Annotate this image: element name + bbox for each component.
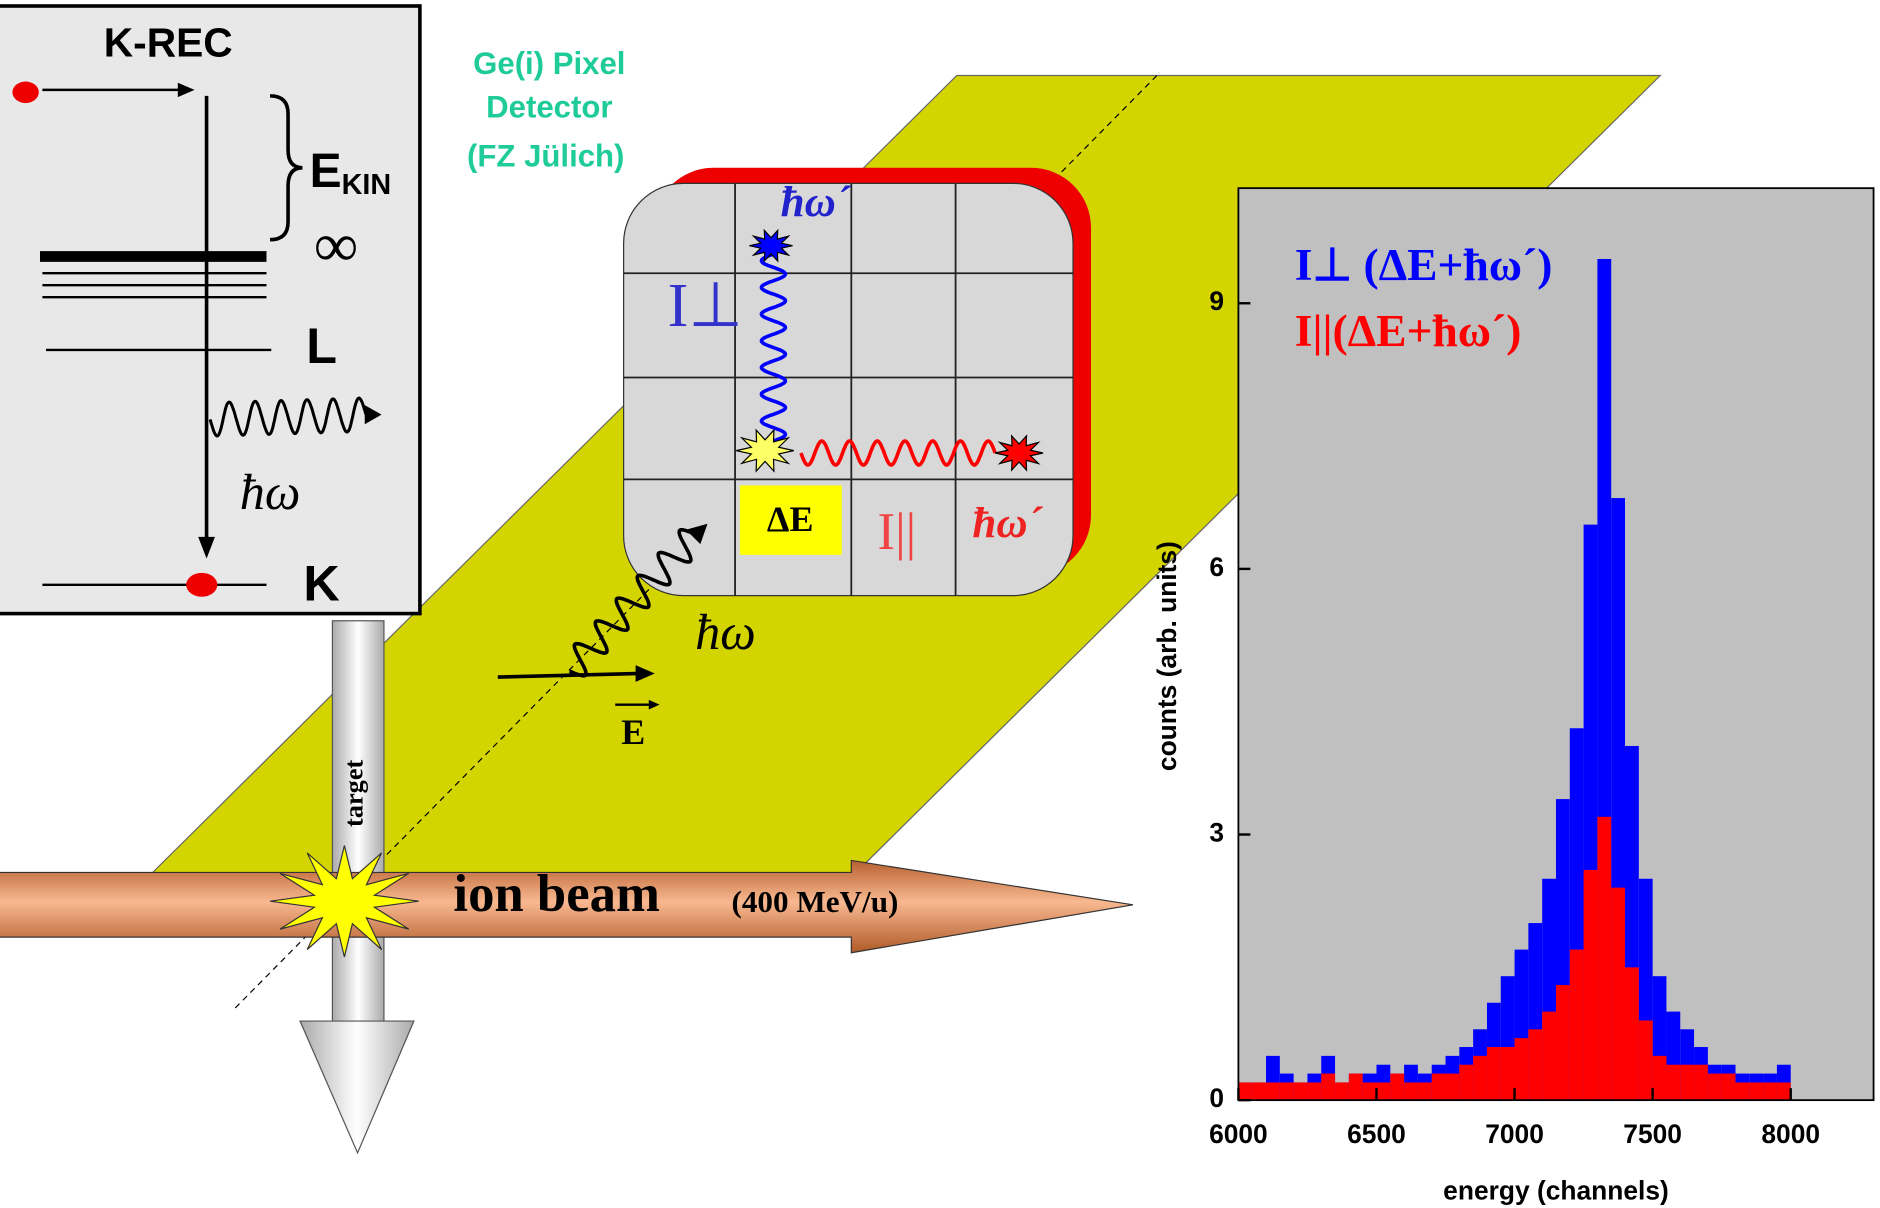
histogram-bar: [1432, 1074, 1446, 1101]
histogram-bar: [1321, 1074, 1335, 1101]
beam-label: ion beam: [453, 865, 660, 923]
detector-label: (FZ Jülich): [467, 138, 624, 173]
ekin-sub: KIN: [342, 168, 392, 200]
k-rec-box: K-REC EKIN ∞ L ħω K: [0, 6, 420, 614]
photon-par: ħω´: [972, 500, 1043, 547]
beam-energy: (400 MeV/u): [731, 884, 898, 919]
histogram-bar: [1625, 967, 1639, 1100]
histogram-bar: [1749, 1082, 1763, 1100]
histogram-bar: [1528, 1029, 1542, 1100]
histogram-bar: [1266, 1082, 1280, 1100]
histogram-bar: [1459, 1065, 1473, 1100]
photon-label: ħω: [240, 464, 301, 520]
k-level: K: [303, 555, 339, 612]
detector-label: Ge(i) Pixel: [473, 46, 625, 81]
histogram-bar: [1418, 1082, 1432, 1100]
histogram-bar: [1680, 1065, 1694, 1100]
histogram-bar: [1349, 1074, 1363, 1101]
histogram-bar: [1238, 1082, 1252, 1100]
target-label: target: [339, 759, 368, 827]
histogram-bar: [1390, 1074, 1404, 1101]
histogram-bar: [1708, 1074, 1722, 1101]
i-perp: I⊥: [668, 271, 743, 340]
field-label: E: [621, 712, 645, 752]
y-tick-label: 3: [1209, 817, 1224, 847]
x-tick-label: 6000: [1209, 1119, 1268, 1149]
legend-entry: I⊥ (ΔE+ħω´): [1295, 239, 1553, 290]
histogram-bar: [1307, 1082, 1321, 1100]
y-axis-title: counts (arb. units): [1152, 541, 1182, 771]
electron: [12, 81, 38, 103]
page: K-REC EKIN ∞ L ħω K target ion beam (400…: [0, 0, 1880, 1208]
histogram-bar: [1735, 1082, 1749, 1100]
ekin: E: [310, 144, 342, 197]
target-head: [300, 1021, 414, 1153]
histogram-bar: [1515, 1038, 1529, 1100]
histogram-bar: [1473, 1056, 1487, 1100]
delta-e: ΔE: [767, 499, 814, 539]
incoming-photon: ħω: [695, 604, 756, 660]
histogram-bar: [1763, 1082, 1777, 1100]
histogram-bar: [1280, 1082, 1294, 1100]
histogram-bar: [1501, 1047, 1515, 1100]
k-rec-title: K-REC: [104, 19, 233, 65]
histogram-bar: [1487, 1047, 1501, 1100]
histogram-bar: [1694, 1065, 1708, 1100]
x-tick-label: 7500: [1623, 1119, 1682, 1149]
x-tick-label: 7000: [1485, 1119, 1544, 1149]
histogram-bar: [1335, 1082, 1349, 1100]
histogram-bar: [1446, 1074, 1460, 1101]
histogram-bar: [1639, 1020, 1653, 1100]
l-level: L: [306, 317, 337, 374]
electron: [186, 573, 217, 597]
x-tick-label: 6500: [1347, 1119, 1406, 1149]
histogram-bar: [1722, 1074, 1736, 1101]
histogram-bar: [1597, 817, 1611, 1100]
y-tick-label: 0: [1209, 1083, 1224, 1113]
infinity: ∞: [314, 211, 358, 280]
y-tick-label: 9: [1209, 286, 1224, 316]
histogram-bar: [1777, 1082, 1791, 1100]
histogram-bar: [1542, 1012, 1556, 1101]
histogram-bar: [1653, 1056, 1667, 1100]
legend-entry: I||(ΔE+ħω´): [1295, 305, 1522, 356]
spectrum-chart: 0 3 6 9 6000 6500 7000 7500 8000 energy (channels…: [1152, 188, 1874, 1205]
i-par: I||: [878, 503, 917, 561]
histogram-bar: [1666, 1065, 1680, 1100]
histogram-bar: [1252, 1082, 1266, 1100]
detector-label: Detector: [486, 89, 612, 124]
histogram-bar: [1376, 1082, 1390, 1100]
y-tick-label: 6: [1209, 552, 1224, 582]
k-rec-frame: [0, 6, 420, 614]
x-axis-title: energy (channels): [1443, 1175, 1669, 1205]
histogram-bar: [1570, 950, 1584, 1101]
histogram-bar: [1404, 1082, 1418, 1100]
histogram-bar: [1611, 888, 1625, 1101]
histogram-bar: [1363, 1082, 1377, 1100]
histogram-bar: [1556, 985, 1570, 1100]
photon-perp: ħω´: [781, 179, 852, 226]
histogram-bar: [1294, 1082, 1308, 1100]
histogram-bar: [1584, 870, 1598, 1100]
diagram: K-REC EKIN ∞ L ħω K target ion beam (400…: [0, 0, 1880, 1208]
x-tick-label: 8000: [1761, 1119, 1820, 1149]
